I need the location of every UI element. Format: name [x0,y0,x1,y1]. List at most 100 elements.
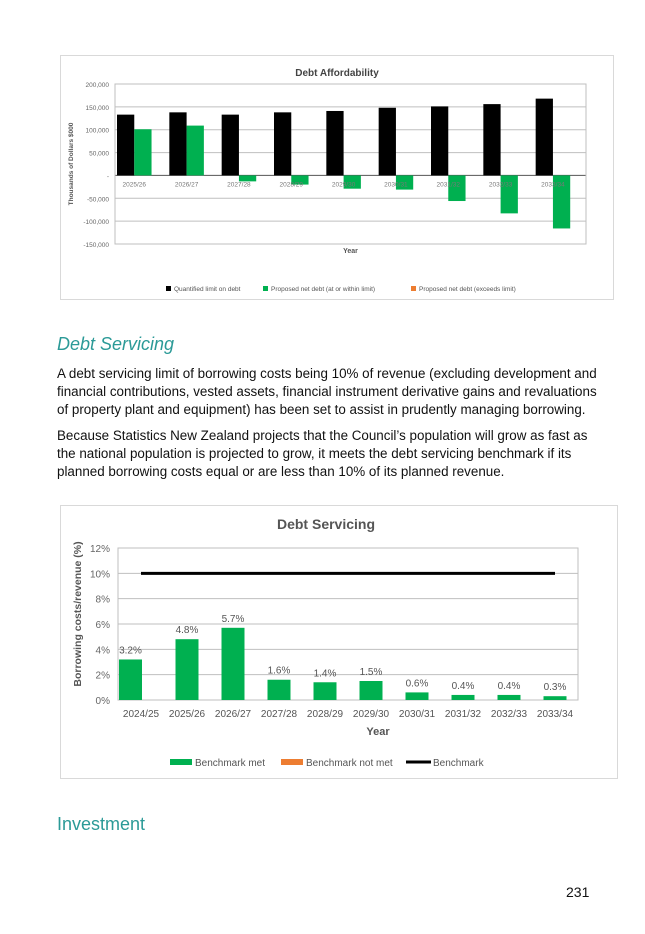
y-tick-label: 2% [96,671,111,682]
bar-proposed-net-debt [291,175,309,185]
bar-benchmark-met [267,679,291,700]
data-label: 4.8% [176,625,199,636]
y-tick-label: 12% [90,544,110,555]
x-tick-label: 2027/28 [261,709,298,720]
y-tick-label: 8% [96,595,111,606]
bar-quantified-limit [221,114,239,176]
debt-servicing-text: A debt servicing limit of borrowing cost… [57,365,609,489]
data-label: 1.5% [360,667,383,678]
x-tick-label: 2026/27 [215,709,252,720]
y-tick-label: 10% [90,569,110,580]
plot-area [117,547,579,701]
bar-quantified-limit [483,104,501,176]
x-tick-label: 2028/29 [280,181,304,188]
bar-quantified-limit [431,106,449,176]
bar-benchmark-met [313,682,337,700]
y-tick-label: 50,000 [89,151,109,158]
x-tick-label: 2032/33 [491,709,528,720]
x-tick-label: 2031/32 [445,709,482,720]
data-label: 1.4% [314,668,337,679]
bar-quantified-limit [378,107,396,176]
x-tick-label: 2024/25 [123,709,160,720]
chart-title: Debt Affordability [295,68,379,79]
chart-title: Debt Servicing [277,516,375,532]
y-tick-label: 4% [96,645,111,656]
bar-proposed-net-debt [238,175,257,182]
bar-proposed-net-debt [448,175,466,202]
investment-heading: Investment [57,814,146,834]
x-tick-label: 2031/32 [437,181,461,188]
bar-proposed-net-debt [343,175,361,189]
x-tick-label: 2033/34 [541,181,565,188]
legend-swatch [170,759,192,765]
debt-servicing-svg: Debt Servicing 0% 2% 4% 6% 8% 10% 12% 3.2% 2024/2… [72,516,579,769]
x-tick-label: 2026/27 [175,181,199,188]
data-label: 0.4% [498,681,521,692]
x-axis-title: Year [366,726,390,738]
bar-proposed-net-debt [500,175,518,214]
data-label: 0.6% [406,678,429,689]
legend-swatch [166,286,171,291]
x-tick-label: 2027/28 [227,181,251,188]
x-tick-label: 2025/26 [123,181,147,188]
data-label: 1.6% [268,666,291,677]
bar-benchmark-met [119,659,142,700]
debt-affordability-chart: Debt Affordability 200,000 150,000 100,000 5… [60,55,614,300]
bar-benchmark-met [221,627,245,700]
bar-benchmark-met [497,694,521,700]
bar-proposed-net-debt [552,175,571,229]
x-tick-label: 2029/30 [332,181,356,188]
bar-proposed-net-debt [134,129,152,176]
debt-servicing-paragraph-2: Because Statistics New Zealand projects … [57,428,588,479]
legend-label: Benchmark [433,758,485,769]
bar-quantified-limit [274,112,292,176]
legend-label: Quantified limit on debt [174,286,241,293]
x-tick-label: 2025/26 [169,709,206,720]
y-tick-label: -150,000 [83,242,109,249]
legend-swatch [263,286,268,291]
bar-proposed-net-debt [395,175,414,190]
x-tick-label: 2030/31 [399,709,436,720]
y-tick-label: -50,000 [87,196,109,203]
bar-benchmark-met [405,692,429,700]
data-label: 3.2% [119,645,142,656]
x-tick-label: 2033/34 [537,709,574,720]
y-tick-label: 6% [96,620,111,631]
debt-servicing-heading: Debt Servicing [57,334,175,354]
y-axis-title: Thousands of Dollars $000 [68,122,75,205]
y-axis-title: Borrowing costs/revenue (%) [72,541,84,686]
bar-quantified-limit [326,110,344,176]
x-tick-label: 2032/33 [489,181,513,188]
debt-affordability-svg: Debt Affordability 200,000 150,000 100,000 5… [68,68,587,293]
x-tick-label: 2029/30 [353,709,390,720]
bar-quantified-limit [169,112,187,176]
debt-servicing-paragraph-1: A debt servicing limit of borrowing cost… [57,366,597,417]
legend-label: Benchmark not met [306,758,393,769]
data-label: 0.3% [544,682,567,693]
y-tick-label: 150,000 [86,105,110,112]
x-tick-label: 2030/31 [384,181,408,188]
bar-benchmark-met [543,696,567,700]
bar-benchmark-met [359,681,383,700]
legend-swatch [281,759,303,765]
bar-benchmark-met [451,694,475,700]
x-axis-title: Year [343,248,358,255]
x-tick-label: 2028/29 [307,709,344,720]
legend-label: Proposed net debt (at or within limit) [271,286,375,293]
debt-servicing-chart: Debt Servicing 0% 2% 4% 6% 8% 10% 12% 3.2% 2024/2… [60,505,618,779]
y-tick-label: - [107,173,109,180]
y-tick-label: 200,000 [86,82,110,89]
bar-quantified-limit [535,98,553,176]
legend-label: Benchmark met [195,758,265,769]
data-label: 5.7% [222,614,245,625]
y-tick-label: -100,000 [83,219,109,226]
data-label: 0.4% [452,681,475,692]
bar-benchmark-met [175,639,199,700]
legend-label: Proposed net debt (exceeds limit) [419,286,516,293]
legend-swatch [411,286,416,291]
page-number: 231 [566,884,590,900]
bar-proposed-net-debt [186,125,204,176]
plot-area [114,83,587,245]
bar-quantified-limit [117,114,135,176]
